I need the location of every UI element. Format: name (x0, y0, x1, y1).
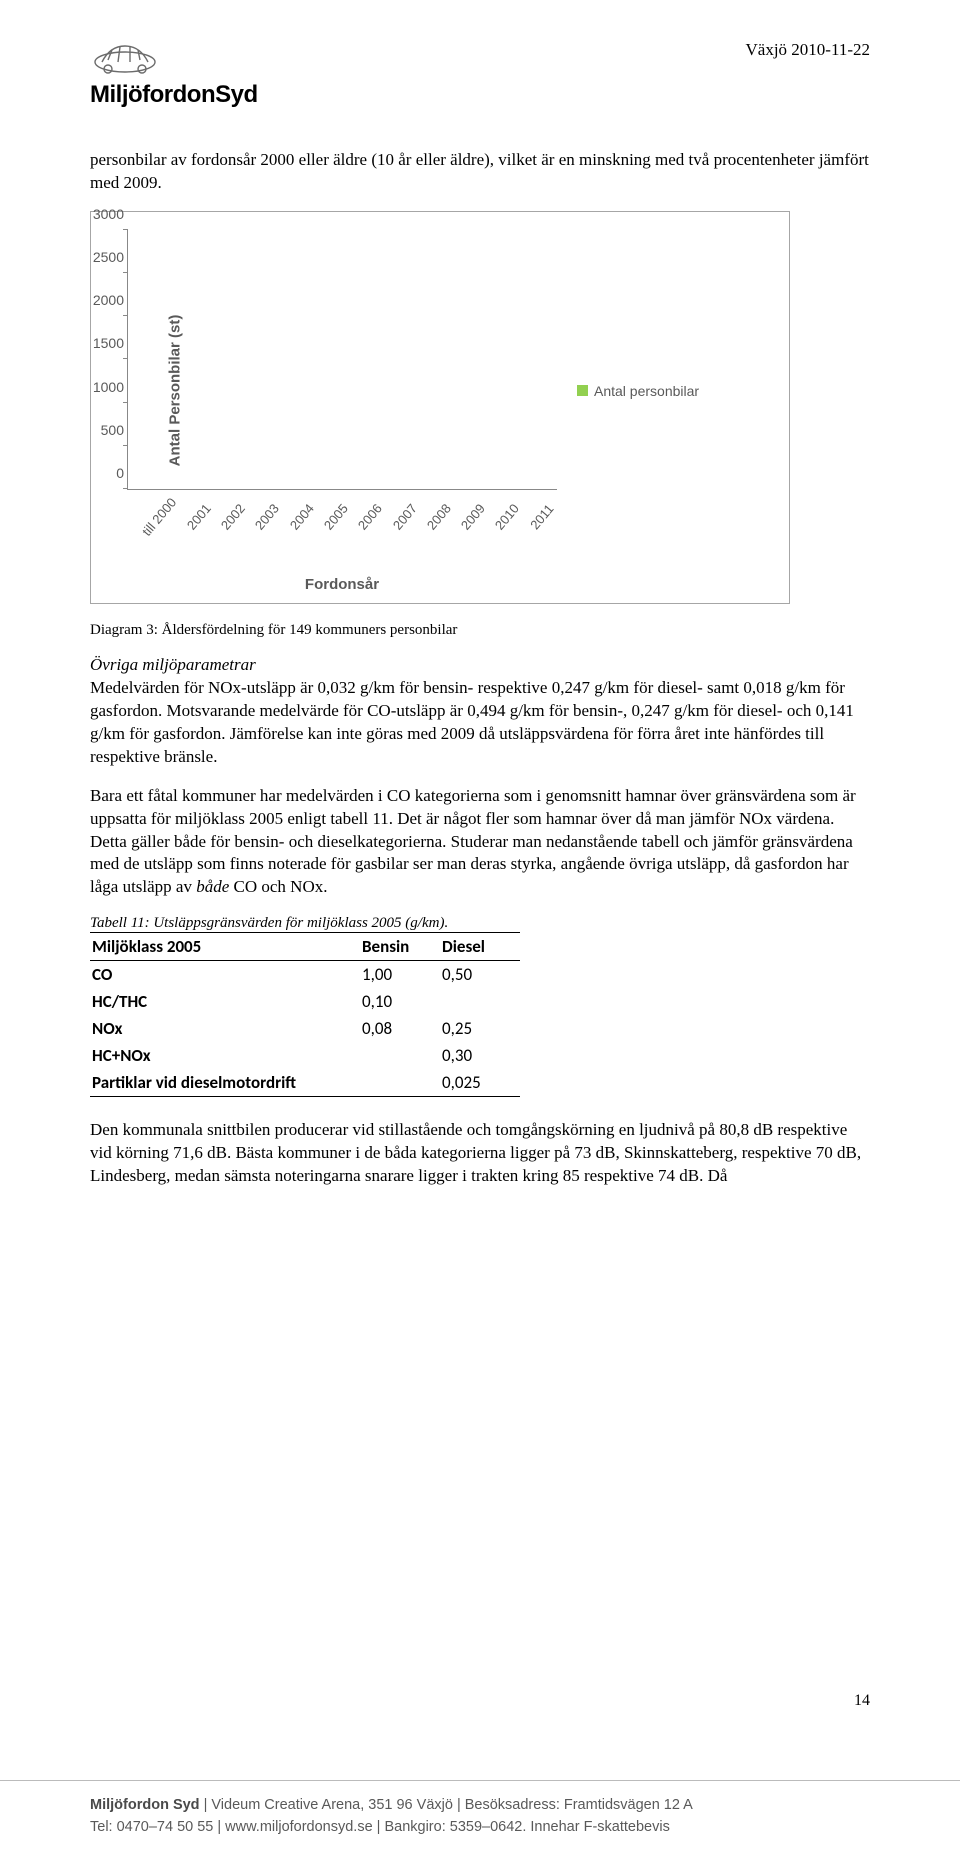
intro-paragraph: personbilar av fordonsår 2000 eller äldr… (90, 149, 870, 195)
footer-org-name: Miljöfordon Syd (90, 1797, 200, 1813)
table-cell: 0,50 (440, 961, 520, 989)
car-icon (90, 40, 258, 79)
page-header: MiljöfordonSyd Växjö 2010-11-22 (90, 40, 870, 109)
footer-line-1: Miljöfordon Syd | Videum Creative Arena,… (90, 1795, 870, 1817)
table-caption: Tabell 11: Utsläppsgränsvärden för miljö… (90, 915, 870, 932)
y-tick-label: 500 (80, 422, 124, 438)
y-tick-label: 1500 (80, 335, 124, 351)
legend-item: Antal personbilar (577, 383, 699, 399)
diagram-caption: Diagram 3: Åldersfördelning för 149 komm… (90, 622, 870, 639)
legend-swatch (577, 385, 588, 396)
footer-address: | Videum Creative Arena, 351 96 Växjö | … (200, 1797, 693, 1813)
table-cell: 0,25 (440, 1015, 520, 1042)
emissions-table: Miljöklass 2005 Bensin Diesel CO1,000,50… (90, 932, 520, 1097)
table-row: NOx0,080,25 (90, 1015, 520, 1042)
table-cell: 0,10 (360, 988, 440, 1015)
section-heading: Övriga miljöparametrar (90, 655, 870, 675)
legend-label: Antal personbilar (594, 383, 699, 399)
page-number: 14 (854, 1692, 870, 1710)
table-cell (360, 1042, 440, 1069)
y-tick-label: 2000 (80, 292, 124, 308)
table-cell: 0,025 (440, 1069, 520, 1097)
table-col-0: Miljöklass 2005 (90, 933, 360, 961)
logo-block: MiljöfordonSyd (90, 40, 258, 109)
row-label: HC+NOx (90, 1042, 360, 1069)
y-tick-label: 3000 (80, 206, 124, 222)
row-label: Partiklar vid dieselmotordrift (90, 1069, 360, 1097)
paragraph-3: Bara ett fåtal kommuner har medelvärden … (90, 785, 870, 900)
table-cell: 0,30 (440, 1042, 520, 1069)
table-cell (440, 988, 520, 1015)
table-col-1: Bensin (360, 933, 440, 961)
bar-chart: Antal Personbilar (st) 05001000150020002… (90, 211, 790, 604)
y-tick-label: 0 (80, 465, 124, 481)
table-row: CO1,000,50 (90, 961, 520, 989)
row-label: NOx (90, 1015, 360, 1042)
table-cell (360, 1069, 440, 1097)
table-col-2: Diesel (440, 933, 520, 961)
document-date: Växjö 2010-11-22 (746, 40, 871, 60)
table-cell: 0,08 (360, 1015, 440, 1042)
table-row: HC+NOx 0,30 (90, 1042, 520, 1069)
y-tick-label: 1000 (80, 379, 124, 395)
paragraph-4: Den kommunala snittbilen producerar vid … (90, 1119, 870, 1188)
table-row: Partiklar vid dieselmotordrift 0,025 (90, 1069, 520, 1097)
p3-part-b: både (196, 877, 229, 896)
logo-text: MiljöfordonSyd (90, 81, 258, 109)
footer-line-2: Tel: 0470–74 50 55 | www.miljofordonsyd.… (90, 1817, 870, 1839)
row-label: HC/THC (90, 988, 360, 1015)
x-axis-label: Fordonsår (127, 576, 557, 593)
row-label: CO (90, 961, 360, 989)
p3-part-c: CO och NOx. (229, 877, 327, 896)
paragraph-2: Medelvärden för NOx-utsläpp är 0,032 g/k… (90, 677, 870, 769)
page-footer: Miljöfordon Syd | Videum Creative Arena,… (0, 1780, 960, 1863)
table-row: HC/THC0,10 (90, 988, 520, 1015)
y-tick-label: 2500 (80, 249, 124, 265)
table-cell: 1,00 (360, 961, 440, 989)
